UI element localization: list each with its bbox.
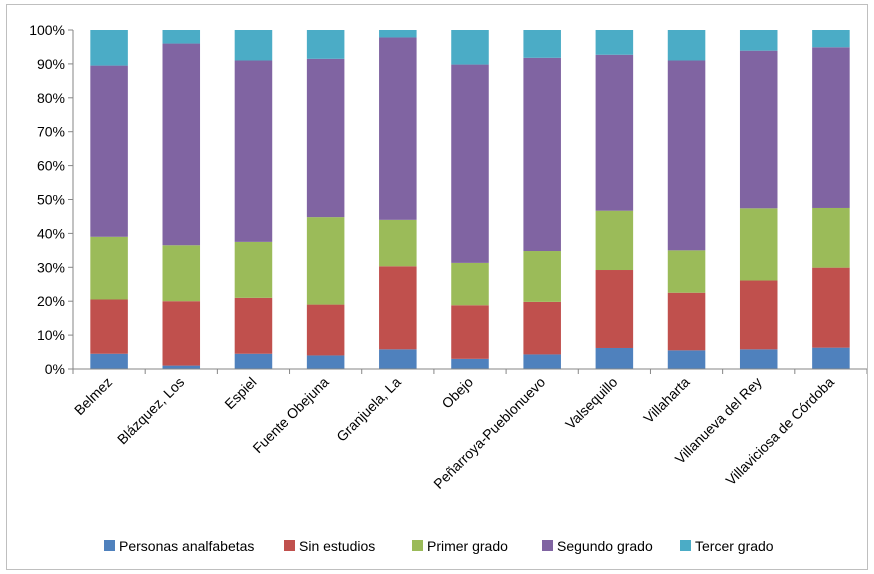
bar-segment [667,350,706,369]
bar-segment [306,304,345,356]
bar-segment [306,217,345,305]
bar-segment [90,353,128,369]
stacked-bar-chart: 0% 10% 20% 30% 40% 50% 60% 70% 80% 90% 100% Belmez… [29,22,868,554]
bar-segment [234,241,273,298]
legend-swatch [284,540,295,551]
bar-segment [379,219,417,267]
bar-segment [379,266,417,350]
bar-segment [739,280,778,350]
bar-segment [90,236,128,300]
y-tick-label: 30% [37,259,65,275]
x-tick-label: Belmez [71,374,115,418]
bar-segment [379,30,417,38]
y-tick-label: 0% [45,361,65,377]
x-tick-label: Valsequillo [562,374,621,433]
bar-segment [379,37,417,220]
bar-segment [667,250,706,293]
legend-label: Tercer grado [695,538,774,554]
bar-segment [595,54,634,211]
bar-segment [162,30,201,44]
bar-segment [523,251,561,302]
bar-segment [523,301,561,355]
bar-segment [812,30,850,48]
bar-segment [812,267,850,348]
bar-segment [739,50,778,209]
bar-segment [234,353,273,369]
chart-frame: 0% 10% 20% 30% 40% 50% 60% 70% 80% 90% 100% Belmez… [6,4,868,570]
bar-segment [90,30,128,66]
y-tick-label: 20% [37,293,65,309]
y-tick-label: 50% [37,192,65,208]
y-tick-label: 10% [37,327,65,343]
bar-segment [379,349,417,369]
bar-segment [739,349,778,369]
bar-segment [234,60,273,242]
bar-segment [595,270,634,348]
axes [72,30,867,370]
y-tick-label: 100% [29,22,65,38]
bar-segment [162,245,201,302]
bar-segment [812,207,850,268]
legend-swatch [104,540,115,551]
bar-segment [451,358,489,369]
legend: Personas analfabetas Sin estudios Primer g… [104,538,774,554]
bar-segment [90,65,128,237]
bar-segment [451,262,489,306]
bar-segment [812,347,850,369]
y-tick-label: 90% [37,56,65,72]
bar-segment [812,47,850,208]
legend-label: Sin estudios [299,538,375,554]
bar-segment [234,297,273,354]
bar-segment [451,305,489,359]
x-tick-label: Granjuela, La [333,374,404,445]
x-tick-label: Fuente Obejuna [249,374,331,456]
bar-segment [595,210,634,271]
bar-segment [667,30,706,61]
bar-segment [306,30,345,59]
bar-segment [595,30,634,55]
bar-segment [234,30,273,61]
legend-swatch [680,540,691,551]
y-axis: 0% 10% 20% 30% 40% 50% 60% 70% 80% 90% 100% [29,22,73,377]
bar-segment [523,354,561,369]
bar-segment [523,57,561,252]
bar-segment [667,60,706,251]
y-tick-label: 80% [37,90,65,106]
x-tick-label: Blázquez, Los [114,374,188,448]
bar-segment [667,292,706,351]
bar-segment [162,43,201,246]
bar-segment [90,299,128,354]
legend-swatch [542,540,553,551]
bar-segment [306,58,345,218]
bar-segment [451,30,489,65]
bar-segment [739,208,778,281]
bar-segment [306,355,345,369]
bar-segment [451,64,489,263]
bar-segment [523,30,561,58]
y-tick-label: 40% [37,225,65,241]
legend-label: Personas analfabetas [119,538,254,554]
x-tick-label: Villaharta [640,374,693,427]
y-tick-label: 60% [37,158,65,174]
legend-swatch [412,540,423,551]
x-tick-label: Espiel [221,374,259,412]
x-tick-label: Obejo [438,374,476,412]
bar-segment [739,30,778,51]
bar-segment [595,347,634,369]
bar-segment [162,301,201,366]
bars [90,30,850,369]
legend-label: Primer grado [427,538,508,554]
bar-segment [162,365,201,369]
y-tick-label: 70% [37,124,65,140]
legend-label: Segundo grado [557,538,653,554]
